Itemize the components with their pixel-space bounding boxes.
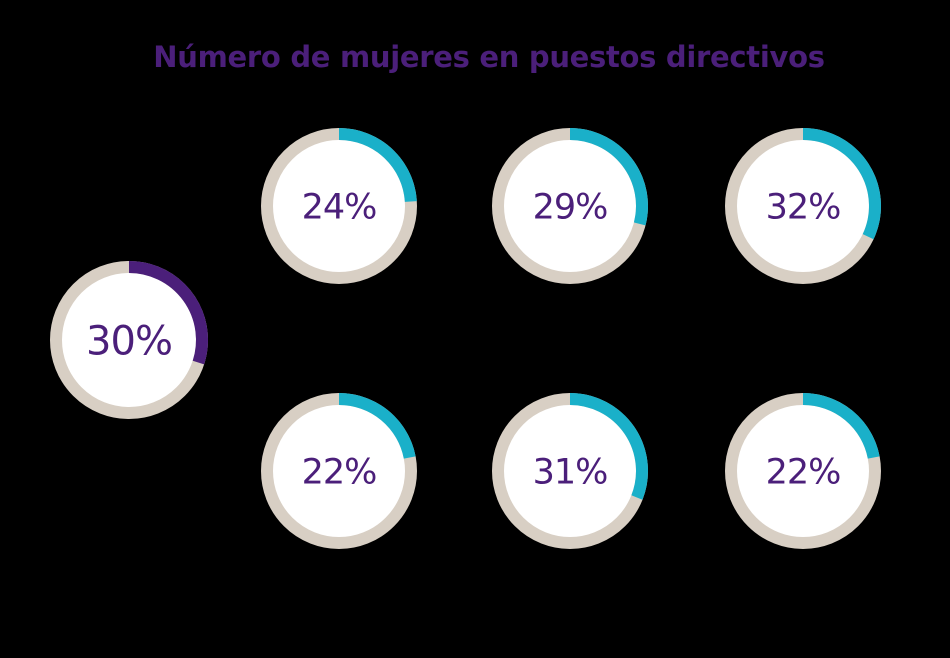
donut-value-label: 29% (533, 188, 608, 228)
donut-5: 22% (261, 393, 417, 549)
donut-value-arc (338, 128, 417, 203)
donut-value-arc (338, 393, 416, 459)
donut-value-label: 32% (766, 188, 841, 228)
donut-7: 22% (725, 393, 881, 549)
donut-value-label: 24% (302, 188, 377, 228)
chart-title: Número de mujeres en puestos directivos (153, 40, 825, 74)
donut-value-label: 22% (302, 453, 377, 493)
donut-value-arc (569, 393, 648, 500)
donut-value-label: 22% (766, 453, 841, 493)
donut-value-label: 30% (86, 318, 172, 364)
donut-value-arc (128, 261, 208, 365)
donut-value-arc (802, 128, 881, 240)
donut-6: 31% (492, 393, 648, 549)
donut-value-arc (569, 128, 648, 226)
donut-2: 24% (261, 128, 417, 284)
donut-value-label: 31% (533, 453, 608, 493)
donut-3: 29% (492, 128, 648, 284)
donut-value-arc (802, 393, 880, 459)
donut-4: 32% (725, 128, 881, 284)
donut-1: 30% (50, 261, 208, 419)
